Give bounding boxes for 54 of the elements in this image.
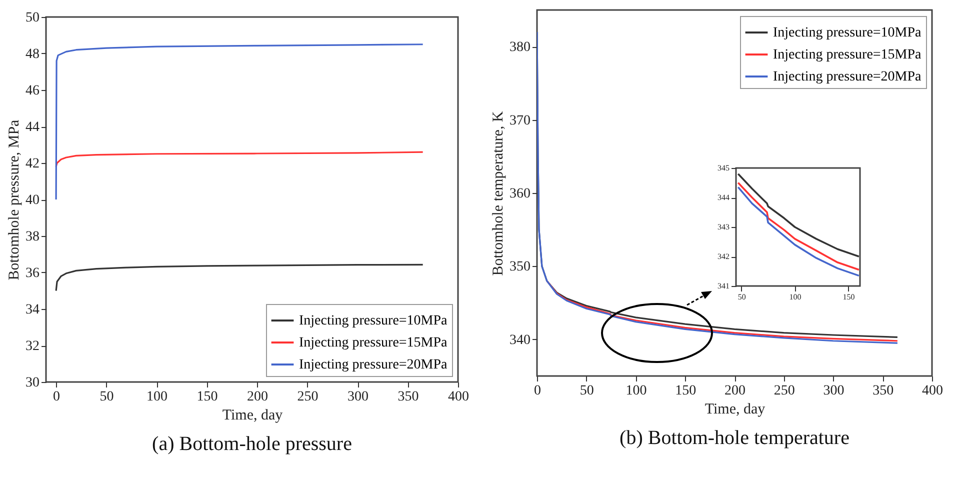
y-tick-label: 42 (26, 156, 40, 172)
x-tick-label: 350 (872, 384, 894, 398)
x-tick-label: 100 (789, 292, 802, 302)
legend-label: Injecting pressure=15MPa (773, 48, 922, 62)
y-tick-label: 36 (26, 266, 40, 281)
legend-label: Injecting pressure=10MPa (299, 314, 448, 328)
x-tick-label: 300 (348, 390, 369, 404)
legend-label: Injecting pressure=20MPa (299, 358, 448, 372)
x-tick-label: 350 (398, 390, 419, 404)
x-axis-title: Time, day (222, 408, 284, 424)
y-tick-label: 380 (510, 40, 530, 56)
y-tick-label: 360 (510, 186, 530, 202)
x-tick-label: 250 (297, 390, 318, 404)
y-tick-label: 345 (718, 164, 730, 172)
x-tick-label: 300 (823, 384, 844, 398)
x-tick-label: 200 (724, 384, 746, 398)
x-tick-label: 400 (448, 390, 469, 404)
y-tick-label: 32 (26, 339, 40, 354)
y-tick-label: 34 (26, 302, 40, 318)
x-tick-label: 50 (100, 390, 114, 404)
x-tick-label: 150 (842, 292, 855, 302)
x-tick-label: 100 (626, 384, 647, 398)
x-tick-label: 150 (675, 384, 696, 398)
y-tick-label: 46 (26, 84, 40, 98)
legend-label: Injecting pressure=10MPa (773, 26, 922, 40)
y-tick-label: 350 (510, 260, 530, 275)
x-tick-label: 50 (738, 292, 746, 302)
legend-label: Injecting pressure=15MPa (299, 336, 448, 350)
x-tick-label: 250 (774, 384, 795, 398)
x-axis-title: Time, day (704, 402, 766, 418)
y-axis-title: Bottomhole temperature, K (490, 111, 506, 276)
y-tick-label: 48 (26, 47, 40, 62)
y-tick-label: 341 (718, 282, 730, 290)
text: (b) Bottom-hole temperature (620, 427, 850, 449)
x-tick-label: 400 (922, 384, 943, 398)
y-tick-label: 342 (718, 252, 730, 261)
y-tick-label: 343 (718, 222, 730, 232)
legend-label: Injecting pressure=20MPa (773, 70, 922, 84)
x-tick-label: 100 (146, 390, 168, 404)
y-tick-label: 50 (26, 10, 40, 26)
y-axis-title: Bottomhole pressure, MPa (6, 119, 22, 280)
x-tick-label: 200 (247, 390, 268, 404)
y-tick-label: 44 (26, 120, 40, 135)
y-tick-label: 340 (510, 332, 530, 348)
y-tick-label: 344 (718, 193, 730, 202)
x-tick-label: 0 (534, 384, 541, 398)
x-tick-label: 50 (580, 384, 594, 398)
y-tick-label: 38 (26, 230, 40, 244)
text: (a) Bottom-hole pressure (152, 433, 352, 455)
y-tick-label: 40 (26, 193, 40, 208)
x-tick-label: 0 (53, 390, 60, 404)
x-tick-label: 150 (196, 390, 218, 404)
y-tick-label: 370 (510, 113, 530, 128)
y-tick-label: 30 (26, 376, 40, 390)
